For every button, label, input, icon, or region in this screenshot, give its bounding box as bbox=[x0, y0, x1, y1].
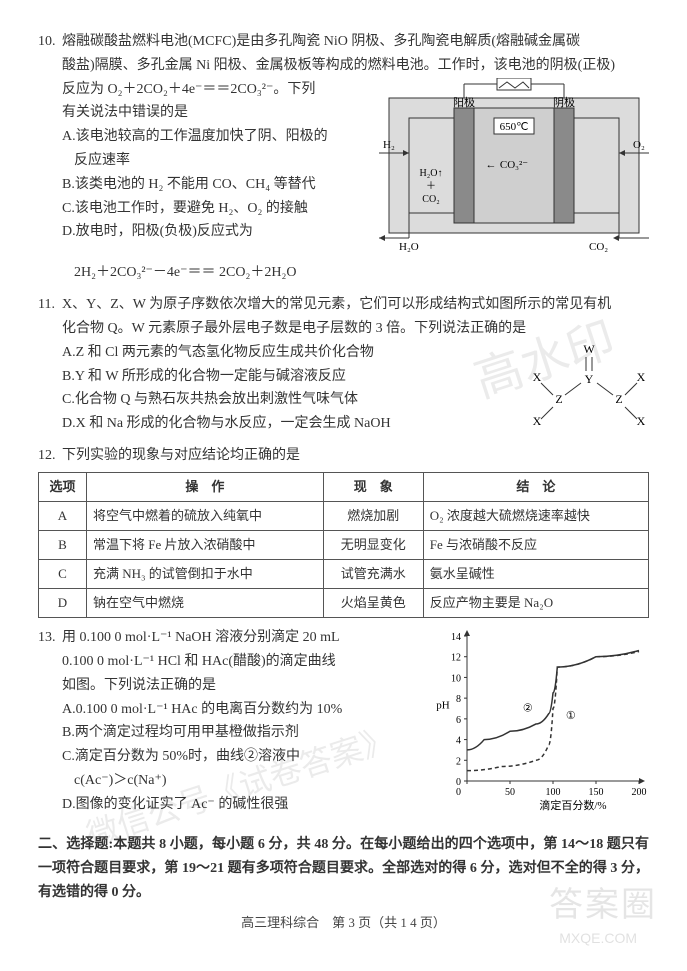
q10-stem-3: 反应为 O₂＋2CO₂＋4e⁻＝＝2CO₃²⁻。下列 bbox=[38, 78, 373, 102]
svg-text:4: 4 bbox=[456, 736, 461, 747]
q10-stem-1: 熔融碳酸盐燃料电池(MCFC)是由多孔陶瓷 NiO 阴极、多孔陶瓷电解质(熔融碱… bbox=[62, 30, 649, 54]
svg-text:Z: Z bbox=[615, 392, 622, 406]
temp-label: 650℃ bbox=[500, 121, 529, 133]
q13-stem-1: 用 0.100 0 mol·L⁻¹ NaOH 溶液分别滴定 20 mL bbox=[62, 626, 423, 650]
q12-table: 选项 操 作 现 象 结 论 A 将空气中燃着的硫放入纯氧中 燃烧加剧 O₂ 浓… bbox=[38, 472, 649, 618]
co32-label: CO₃²⁻ bbox=[500, 159, 528, 171]
q13-opt-c2: c(Ac⁻)＞c(Na⁺) bbox=[38, 769, 423, 793]
svg-text:X: X bbox=[637, 414, 646, 426]
q13-stem-2: 0.100 0 mol·L⁻¹ HCl 和 HAc(醋酸)的滴定曲线 bbox=[38, 650, 423, 674]
section-2-heading: 二、选择题:本题共 8 小题，每小题 6 分，共 48 分。在每小题给出的四个选… bbox=[38, 833, 649, 904]
svg-text:Y: Y bbox=[585, 372, 594, 386]
q11-opt-b: B.Y 和 W 所形成的化合物一定能与碱溶液反应 bbox=[38, 365, 523, 389]
th-conclusion: 结 论 bbox=[423, 472, 648, 501]
svg-text:150: 150 bbox=[589, 787, 604, 798]
svg-text:200: 200 bbox=[632, 787, 647, 798]
q10-number: 10. bbox=[38, 30, 62, 54]
q12-stem: 下列实验的现象与对应结论均正确的是 bbox=[62, 444, 649, 468]
q11-opt-d: D.X 和 Na 形成的化合物与水反应，一定会生成 NaOH bbox=[38, 412, 523, 436]
svg-text:2: 2 bbox=[456, 757, 461, 768]
svg-text:100: 100 bbox=[546, 787, 561, 798]
th-operation: 操 作 bbox=[87, 472, 324, 501]
cathode-label: 阴极 bbox=[553, 95, 575, 109]
q11-stem-2: 化合物 Q。W 元素原子最外层电子数是电子层数的 3 倍。下列说法正确的是 bbox=[38, 317, 649, 341]
q11-structure: W Y Z X X Z X X bbox=[529, 341, 649, 426]
question-11: 11. X、Y、Z、W 为原子序数依次增大的常见元素，它们可以形成结构式如图所示… bbox=[38, 293, 649, 436]
q11-stem-1: X、Y、Z、W 为原子序数依次增大的常见元素，它们可以形成结构式如图所示的常见有… bbox=[62, 293, 649, 317]
question-10: 10. 熔融碳酸盐燃料电池(MCFC)是由多孔陶瓷 NiO 阴极、多孔陶瓷电解质… bbox=[38, 30, 649, 285]
q12-table-body: A 将空气中燃着的硫放入纯氧中 燃烧加剧 O₂ 浓度越大硫燃烧速率越快 B 常温… bbox=[39, 501, 649, 617]
svg-text:＋: ＋ bbox=[426, 181, 436, 192]
svg-text:12: 12 bbox=[451, 653, 461, 664]
q13-opt-d: D.图像的变化证实了 Ac⁻ 的碱性很强 bbox=[38, 793, 423, 817]
q13-stem-3: 如图。下列说法正确的是 bbox=[38, 674, 423, 698]
svg-text:X: X bbox=[637, 370, 646, 384]
question-12: 12. 下列实验的现象与对应结论均正确的是 选项 操 作 现 象 结 论 A 将… bbox=[38, 444, 649, 618]
svg-text:X: X bbox=[533, 414, 542, 426]
table-row: A 将空气中燃着的硫放入纯氧中 燃烧加剧 O₂ 浓度越大硫燃烧速率越快 bbox=[39, 501, 649, 530]
svg-text:pH: pH bbox=[436, 700, 450, 712]
q13-number: 13. bbox=[38, 626, 62, 650]
table-row: C 充满 NH₃ 的试管倒扣于水中 试管充满水 氨水呈碱性 bbox=[39, 560, 649, 589]
svg-text:8: 8 bbox=[456, 694, 461, 705]
table-row: D 钠在空气中燃烧 火焰呈黄色 反应产物主要是 Na₂O bbox=[39, 589, 649, 618]
svg-text:10: 10 bbox=[451, 674, 461, 685]
svg-text:W: W bbox=[583, 342, 595, 356]
svg-text:②: ② bbox=[523, 703, 533, 715]
svg-text:6: 6 bbox=[456, 715, 461, 726]
q10-opt-d2: 2H₂＋2CO₃²⁻－4e⁻＝＝ 2CO₂＋2H₂O bbox=[38, 261, 649, 285]
page: 高水印 微信公号《试卷答案》 答案圈 MXQE.COM 10. 熔融碳酸盐燃料电… bbox=[0, 0, 687, 955]
co2-up-label: CO₂ bbox=[422, 194, 439, 205]
page-footer: 高三理科综合 第 3 页（共 1 4 页） bbox=[38, 912, 649, 934]
q13-opt-b: B.两个滴定过程均可用甲基橙做指示剂 bbox=[38, 721, 423, 745]
svg-text:0: 0 bbox=[456, 787, 461, 798]
th-phenomenon: 现 象 bbox=[323, 472, 423, 501]
q10-diagram: 阳极 阴极 650℃ CO₃²⁻ ← H₂ H₂O↑ ＋ CO₂ bbox=[379, 78, 649, 253]
h2-label: H₂ bbox=[383, 139, 395, 151]
q10-opt-c: C.该电池工作时，要避免 H₂、O₂ 的接触 bbox=[38, 197, 373, 221]
co2-label: CO₂ bbox=[589, 241, 608, 253]
svg-text:Z: Z bbox=[555, 392, 562, 406]
table-row: B 常温下将 Fe 片放入浓硝酸中 无明显变化 Fe 与浓硝酸不反应 bbox=[39, 530, 649, 559]
q10-opt-a2: 反应速率 bbox=[38, 149, 373, 173]
q13-chart: 02468101214501001502000pH滴定百分数/%①② bbox=[429, 626, 649, 816]
q11-opt-c: C.化合物 Q 与熟石灰共热会放出刺激性气味气体 bbox=[38, 388, 523, 412]
q11-opt-a: A.Z 和 Cl 两元素的气态氢化物反应生成共价化合物 bbox=[38, 341, 523, 365]
h2o-up-label: H₂O↑ bbox=[420, 168, 443, 179]
svg-text:滴定百分数/%: 滴定百分数/% bbox=[539, 798, 606, 812]
q10-opt-d: D.放电时，阳极(负极)反应式为 bbox=[38, 220, 373, 244]
svg-text:50: 50 bbox=[505, 787, 515, 798]
q11-number: 11. bbox=[38, 293, 62, 317]
svg-text:①: ① bbox=[566, 710, 576, 722]
q13-opt-c: C.滴定百分数为 50%时，曲线②溶液中 bbox=[38, 745, 423, 769]
table-header-row: 选项 操 作 现 象 结 论 bbox=[39, 472, 649, 501]
q10-stem-4: 有关说法中错误的是 bbox=[38, 101, 373, 125]
h2o-label: H₂O bbox=[399, 241, 419, 253]
question-13: 13. 用 0.100 0 mol·L⁻¹ NaOH 溶液分别滴定 20 mL … bbox=[38, 626, 649, 825]
anode-label: 阳极 bbox=[453, 95, 475, 109]
q10-opt-a: A.该电池较高的工作温度加快了阴、阳极的 bbox=[38, 125, 373, 149]
svg-text:14: 14 bbox=[451, 632, 461, 643]
q12-number: 12. bbox=[38, 444, 62, 468]
q10-opt-b: B.该类电池的 H₂ 不能用 CO、CH₄ 等替代 bbox=[38, 173, 373, 197]
o2-label: O₂ bbox=[633, 139, 645, 151]
arrow-label: ← bbox=[486, 159, 497, 171]
th-option: 选项 bbox=[39, 472, 87, 501]
svg-text:X: X bbox=[533, 370, 542, 384]
q13-opt-a: A.0.100 0 mol·L⁻¹ HAc 的电离百分数约为 10% bbox=[38, 698, 423, 722]
q10-stem-2: 酸盐)隔膜、多孔金属 Ni 阳极、金属极板等构成的燃料电池。工作时，该电池的阴极… bbox=[38, 54, 649, 78]
